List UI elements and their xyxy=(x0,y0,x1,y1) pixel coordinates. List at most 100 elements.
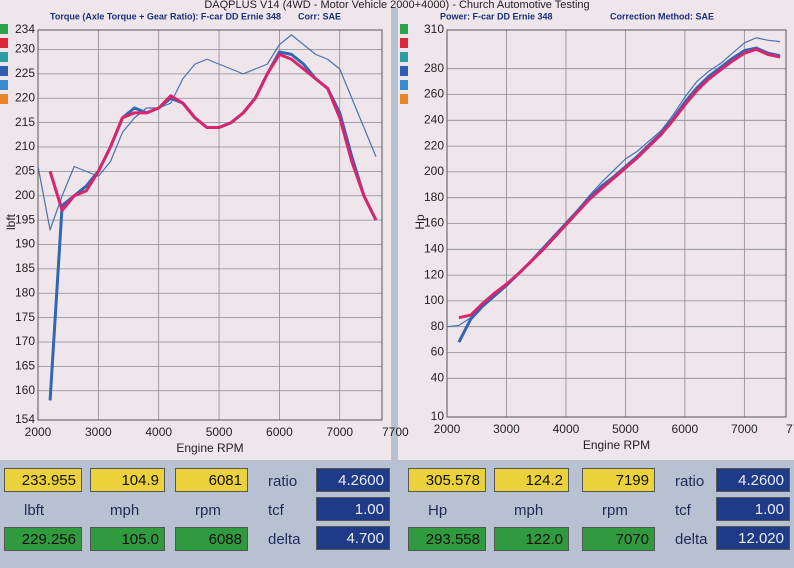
swatch xyxy=(0,66,8,76)
readout-label: delta xyxy=(675,531,708,548)
x-tick-label: 6000 xyxy=(266,425,293,439)
readout-value: 124.2 xyxy=(494,468,569,492)
swatch xyxy=(0,52,8,62)
readout-label: ratio xyxy=(675,473,705,490)
chart-title: Torque (Axle Torque + Gear Ratio): F-car… xyxy=(50,11,281,21)
y-tick-label: 210 xyxy=(15,139,35,153)
y-tick-label: 190 xyxy=(15,237,35,251)
y-tick-label: 260 xyxy=(424,87,444,101)
readout-value: 305.578 xyxy=(408,468,486,492)
y-tick-label: 240 xyxy=(424,112,444,126)
x-tick-label: 7000 xyxy=(731,422,758,436)
x-axis-label: Engine RPM xyxy=(583,438,650,452)
x-tick-label: 2000 xyxy=(434,422,461,436)
swatch xyxy=(0,24,8,34)
readout-value: 6081 xyxy=(175,468,248,492)
readout-label: rpm xyxy=(195,502,221,519)
readout-label: mph xyxy=(110,502,140,519)
readout-value: 229.256 xyxy=(4,527,82,551)
y-tick-label: 60 xyxy=(431,345,445,359)
y-tick-label: 154 xyxy=(15,412,35,426)
y-tick-label: 200 xyxy=(15,188,35,202)
y-tick-label: 40 xyxy=(431,370,445,384)
readout-label: delta xyxy=(268,531,301,548)
swatches xyxy=(0,24,408,104)
readout-value: 4.2600 xyxy=(316,468,390,492)
readout-label: Hp xyxy=(428,502,448,519)
readout-value: 105.0 xyxy=(90,527,165,551)
readout-value: 293.558 xyxy=(408,527,486,551)
chart-title: Power: F-car DD Ernie 348 xyxy=(440,11,553,21)
y-tick-label: 310 xyxy=(424,22,444,36)
readout-label: tcf xyxy=(675,502,691,519)
readout-value: 1.00 xyxy=(316,497,390,521)
swatch xyxy=(400,66,408,76)
y-tick-label: 205 xyxy=(15,164,35,178)
x-tick-label: 7700 xyxy=(786,422,794,436)
y-tick-label: 185 xyxy=(15,261,35,275)
y-tick-label: 140 xyxy=(424,241,444,255)
y-tick-label: 225 xyxy=(15,66,35,80)
line xyxy=(48,52,378,221)
charts: DAQPLUS V14 (4WD - Motor Vehicle 2000+40… xyxy=(0,0,794,460)
y-tick-label: 234 xyxy=(15,22,35,36)
readout-label: rpm xyxy=(602,502,628,519)
y-tick-label: 215 xyxy=(15,115,35,129)
readout-value: 233.955 xyxy=(4,468,82,492)
line xyxy=(458,47,781,320)
x-axis-label: Engine RPM xyxy=(176,441,243,455)
page-title: DAQPLUS V14 (4WD - Motor Vehicle 2000+40… xyxy=(204,0,589,11)
x-tick-label: 3000 xyxy=(85,425,112,439)
x-tick-label: 5000 xyxy=(206,425,233,439)
y-tick-label: 160 xyxy=(15,383,35,397)
readout-value: 7070 xyxy=(582,527,655,551)
y-tick-label: 220 xyxy=(15,90,35,104)
x-tick-label: 7000 xyxy=(326,425,353,439)
readout-value: 104.9 xyxy=(90,468,165,492)
readout-label: mph xyxy=(514,502,544,519)
y-tick-label: 200 xyxy=(424,164,444,178)
readout-label: tcf xyxy=(268,502,284,519)
readout-value: 122.0 xyxy=(494,527,569,551)
y-tick-label: 175 xyxy=(15,310,35,324)
x-tick-label: 2000 xyxy=(25,425,52,439)
y-tick-label: 80 xyxy=(431,319,445,333)
readout-value: 4.700 xyxy=(316,526,390,550)
y-tick-label: 165 xyxy=(15,359,35,373)
readout-value: 7199 xyxy=(582,468,655,492)
y-tick-label: 195 xyxy=(15,212,35,226)
readout-value: 12.020 xyxy=(716,526,790,550)
swatch xyxy=(0,80,8,90)
readout-value: 1.00 xyxy=(716,497,790,521)
x-tick-label: 7700 xyxy=(382,425,409,439)
chart-subtitle: Corr: SAE xyxy=(298,11,341,21)
swatch xyxy=(400,38,408,48)
readout-value: 4.2600 xyxy=(716,468,790,492)
y-tick-label: 180 xyxy=(15,285,35,299)
swatch xyxy=(400,24,408,34)
readout-label: ratio xyxy=(268,473,298,490)
y-tick-label: 180 xyxy=(424,190,444,204)
swatch xyxy=(0,94,8,104)
x-tick-label: 3000 xyxy=(493,422,520,436)
swatch xyxy=(400,80,408,90)
y-tick-label: 10 xyxy=(431,409,445,423)
x-tick-label: 5000 xyxy=(612,422,639,436)
plot-frame xyxy=(37,29,383,421)
readout-label: lbft xyxy=(24,502,45,519)
y-tick-label: 170 xyxy=(15,334,35,348)
y-tick-label: 120 xyxy=(424,267,444,281)
y-axis-label: Hp xyxy=(413,214,427,230)
y-tick-label: 160 xyxy=(424,216,444,230)
chart-subtitle: Correction Method: SAE xyxy=(610,11,714,21)
x-tick-label: 4000 xyxy=(553,422,580,436)
x-tick-label: 6000 xyxy=(672,422,699,436)
y-tick-label: 230 xyxy=(15,42,35,56)
y-tick-label: 100 xyxy=(424,293,444,307)
swatch xyxy=(0,38,8,48)
swatch xyxy=(400,52,408,62)
x-tick-label: 4000 xyxy=(145,425,172,439)
y-tick-label: 220 xyxy=(424,138,444,152)
swatch xyxy=(400,94,408,104)
